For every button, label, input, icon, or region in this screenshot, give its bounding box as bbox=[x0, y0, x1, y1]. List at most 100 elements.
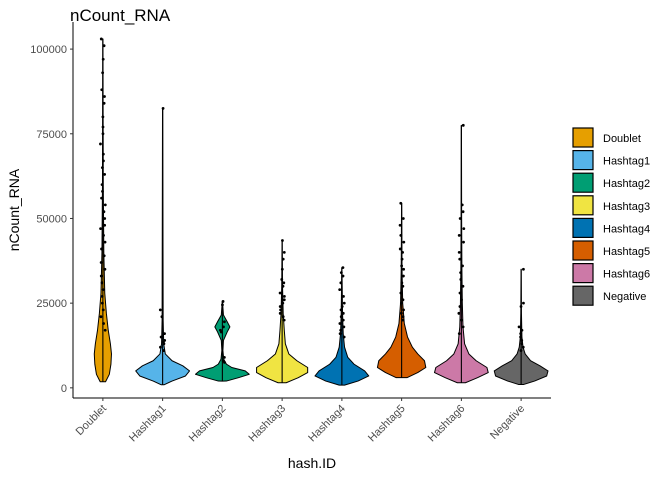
data-point bbox=[159, 335, 163, 339]
data-point bbox=[102, 44, 106, 48]
legend-swatch bbox=[572, 263, 594, 284]
data-point bbox=[519, 305, 523, 308]
data-point bbox=[278, 305, 282, 308]
data-point bbox=[457, 332, 461, 336]
x-tick-label-hashtag1: Hashtag1 bbox=[127, 403, 169, 445]
data-point bbox=[281, 315, 285, 319]
data-point bbox=[402, 274, 405, 278]
x-tick-label-negative: Negative bbox=[488, 403, 527, 442]
data-point bbox=[339, 328, 343, 332]
violin-group-hashtag6 bbox=[433, 123, 489, 384]
data-point bbox=[103, 240, 107, 244]
data-point bbox=[460, 298, 463, 302]
data-point bbox=[101, 301, 104, 305]
data-point bbox=[339, 271, 343, 275]
legend-item-hashtag1: Hashtag1 bbox=[572, 150, 650, 171]
x-tick-label-hashtag6: Hashtag6 bbox=[426, 403, 468, 445]
data-point bbox=[342, 335, 346, 339]
data-point bbox=[163, 332, 166, 336]
violin-group-hashtag5 bbox=[376, 201, 427, 379]
data-point bbox=[162, 349, 165, 352]
data-point bbox=[103, 203, 107, 207]
data-point bbox=[401, 284, 405, 288]
data-point bbox=[517, 325, 521, 329]
data-point bbox=[402, 308, 405, 312]
data-point bbox=[457, 234, 461, 237]
data-point bbox=[280, 267, 284, 271]
data-point bbox=[341, 311, 345, 315]
data-point bbox=[282, 318, 286, 322]
data-point bbox=[280, 278, 284, 281]
data-point bbox=[402, 240, 406, 244]
data-point bbox=[103, 95, 106, 98]
data-point bbox=[520, 339, 524, 342]
data-point bbox=[462, 227, 466, 231]
data-point bbox=[401, 298, 405, 302]
data-point bbox=[223, 320, 226, 324]
y-tick-label: 100000 bbox=[30, 44, 67, 56]
x-axis-title: hash.ID bbox=[288, 455, 336, 471]
data-point bbox=[461, 325, 465, 329]
data-point bbox=[102, 159, 105, 163]
data-point bbox=[99, 274, 103, 278]
data-point bbox=[101, 288, 105, 291]
legend-swatch bbox=[572, 240, 594, 261]
data-point bbox=[222, 355, 226, 359]
data-point bbox=[99, 261, 103, 264]
y-tick-label: 25000 bbox=[36, 298, 67, 310]
data-point bbox=[101, 132, 105, 136]
legend-label: Negative bbox=[603, 291, 646, 303]
legend-item-hashtag4: Hashtag4 bbox=[572, 217, 650, 238]
legend-swatch bbox=[572, 127, 594, 148]
data-point bbox=[402, 267, 406, 271]
data-point bbox=[400, 281, 404, 285]
legend-label: Hashtag5 bbox=[603, 246, 650, 258]
data-point bbox=[338, 332, 342, 336]
data-point bbox=[102, 254, 106, 258]
legend-label: Doublet bbox=[603, 133, 641, 145]
x-tick-label-hashtag2: Hashtag2 bbox=[187, 403, 229, 445]
data-point bbox=[281, 239, 284, 242]
data-point bbox=[100, 183, 104, 186]
data-point bbox=[101, 152, 105, 156]
legend-item-negative: Negative bbox=[572, 285, 646, 306]
data-point bbox=[103, 223, 107, 227]
data-point bbox=[458, 257, 462, 261]
x-tick-label-hashtag5: Hashtag5 bbox=[366, 403, 408, 445]
data-point bbox=[458, 217, 462, 220]
legend-swatch bbox=[572, 195, 594, 216]
data-point bbox=[101, 115, 105, 119]
plot-area bbox=[93, 37, 549, 386]
data-point bbox=[99, 142, 102, 146]
legend-swatch bbox=[572, 172, 594, 193]
data-point bbox=[458, 305, 462, 308]
data-point bbox=[459, 278, 463, 281]
data-point bbox=[159, 345, 162, 349]
data-point bbox=[401, 318, 405, 322]
data-point bbox=[99, 37, 103, 41]
data-point bbox=[282, 281, 286, 285]
legend-item-hashtag3: Hashtag3 bbox=[572, 195, 650, 216]
data-point bbox=[461, 123, 465, 127]
data-point bbox=[102, 234, 105, 237]
data-point bbox=[398, 223, 402, 227]
data-point bbox=[460, 203, 464, 207]
data-point bbox=[103, 217, 107, 220]
data-point bbox=[281, 301, 285, 305]
x-tick-label-hashtag3: Hashtag3 bbox=[246, 403, 288, 445]
data-point bbox=[101, 308, 105, 312]
legend-item-doublet: Doublet bbox=[572, 127, 641, 148]
data-point bbox=[100, 88, 104, 92]
data-point bbox=[401, 250, 405, 254]
data-point bbox=[458, 291, 462, 295]
legend-item-hashtag6: Hashtag6 bbox=[572, 263, 650, 284]
data-point bbox=[399, 301, 403, 305]
data-point bbox=[460, 318, 463, 322]
data-point bbox=[100, 166, 104, 170]
data-point bbox=[101, 57, 105, 61]
data-point bbox=[519, 349, 523, 352]
data-point bbox=[103, 267, 107, 271]
data-point bbox=[103, 173, 107, 176]
chart-title: nCount_RNA bbox=[70, 6, 171, 25]
